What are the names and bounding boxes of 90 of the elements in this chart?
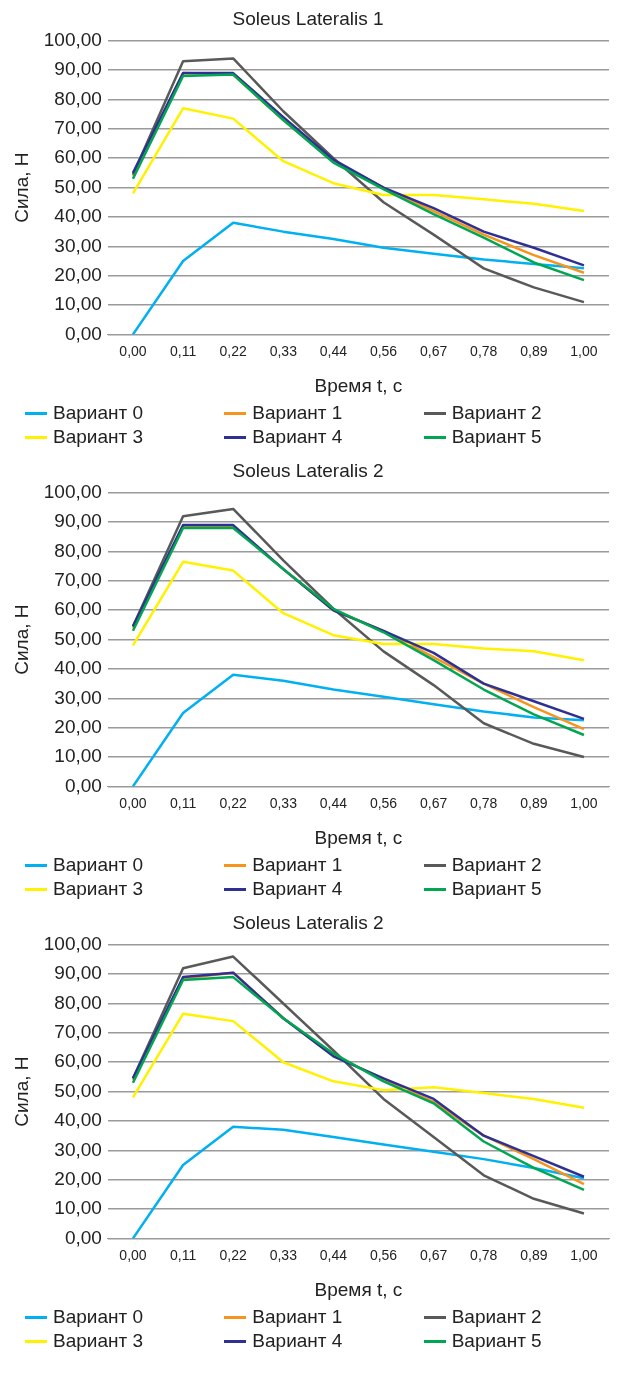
y-tick-label: 0,00 [64, 322, 102, 344]
y-tick-label: 0,00 [64, 774, 102, 796]
y-tick-label: 70,00 [54, 569, 102, 591]
legend-label: Вариант 3 [53, 1330, 144, 1352]
y-tick-label: 0,00 [64, 1226, 102, 1248]
chart-title: Soleus Lateralis 2 [232, 911, 384, 933]
legend-label: Вариант 1 [252, 402, 343, 424]
x-tick-label: 0,89 [520, 342, 548, 359]
x-tick-label: 0,00 [119, 794, 147, 811]
y-axis-title: Сила, Н [10, 604, 32, 675]
y-tick-label: 70,00 [54, 1021, 102, 1043]
x-tick-label: 0,22 [219, 342, 248, 359]
x-tick-label: 0,78 [470, 794, 498, 811]
y-tick-label: 50,00 [54, 175, 102, 197]
x-tick-label: 0,78 [470, 1246, 498, 1263]
y-tick-label: 40,00 [54, 1109, 102, 1131]
x-tick-label: 0,44 [319, 794, 348, 811]
x-tick-label: 0,67 [419, 342, 448, 359]
y-tick-label: 20,00 [54, 715, 102, 737]
y-tick-label: 30,00 [54, 1138, 102, 1160]
y-tick-label: 60,00 [54, 598, 102, 620]
y-axis-title: Сила, Н [10, 1056, 32, 1127]
y-tick-label: 30,00 [54, 686, 102, 708]
x-tick-label: 0,89 [520, 794, 548, 811]
y-axis-title: Сила, Н [10, 152, 32, 223]
x-tick-label: 0,78 [470, 342, 498, 359]
y-tick-label: 20,00 [54, 263, 102, 285]
x-tick-label: 0,11 [169, 1246, 197, 1263]
legend-label: Вариант 0 [53, 402, 144, 424]
x-tick-label: 0,33 [269, 342, 298, 359]
y-tick-label: 80,00 [54, 539, 102, 561]
legend-label: Вариант 0 [53, 1306, 144, 1328]
y-tick-label: 90,00 [54, 962, 102, 984]
y-tick-label: 30,00 [54, 234, 102, 256]
legend-label: Вариант 5 [451, 426, 542, 448]
legend-label: Вариант 3 [53, 426, 144, 448]
y-tick-label: 50,00 [54, 1079, 102, 1101]
x-tick-label: 0,67 [419, 1246, 448, 1263]
x-tick-label: 0,56 [369, 794, 398, 811]
legend-label: Вариант 2 [451, 854, 542, 876]
legend-label: Вариант 2 [451, 1306, 542, 1328]
x-tick-label: 0,56 [369, 342, 398, 359]
legend-label: Вариант 4 [252, 426, 343, 448]
y-tick-label: 70,00 [54, 117, 102, 139]
y-tick-label: 100,00 [43, 933, 102, 955]
legend-label: Вариант 5 [451, 1330, 542, 1352]
y-tick-label: 60,00 [54, 1050, 102, 1072]
legend-label: Вариант 1 [252, 854, 343, 876]
x-axis-title: Время t, с [314, 826, 403, 848]
y-tick-label: 80,00 [54, 991, 102, 1013]
y-tick-label: 50,00 [54, 627, 102, 649]
x-tick-label: 1,00 [570, 1246, 598, 1263]
y-tick-label: 20,00 [54, 1167, 102, 1189]
y-tick-label: 40,00 [54, 205, 102, 227]
y-tick-label: 90,00 [54, 58, 102, 80]
x-axis-title: Время t, с [314, 1278, 403, 1300]
chart-title: Soleus Lateralis 2 [232, 459, 384, 481]
x-tick-label: 0,56 [369, 1246, 398, 1263]
y-tick-label: 40,00 [54, 657, 102, 679]
legend-label: Вариант 0 [53, 854, 144, 876]
x-tick-label: 0,33 [269, 794, 298, 811]
y-tick-label: 60,00 [54, 146, 102, 168]
x-tick-label: 1,00 [570, 794, 598, 811]
y-tick-label: 100,00 [43, 29, 102, 51]
x-tick-label: 0,44 [319, 342, 348, 359]
x-tick-label: 0,33 [269, 1246, 298, 1263]
y-tick-label: 80,00 [54, 87, 102, 109]
x-tick-label: 0,11 [169, 342, 197, 359]
y-tick-label: 10,00 [54, 293, 102, 315]
x-tick-label: 0,22 [219, 1246, 248, 1263]
legend-label: Вариант 1 [252, 1306, 343, 1328]
legend-label: Вариант 2 [451, 402, 542, 424]
x-tick-label: 0,11 [169, 794, 197, 811]
x-tick-label: 1,00 [570, 342, 598, 359]
legend-label: Вариант 4 [252, 1330, 343, 1352]
chart-title: Soleus Lateralis 1 [232, 7, 384, 29]
x-tick-label: 0,00 [119, 342, 147, 359]
y-tick-label: 10,00 [54, 745, 102, 767]
x-tick-label: 0,44 [319, 1246, 348, 1263]
x-axis-title: Время t, с [314, 374, 403, 396]
y-tick-label: 10,00 [54, 1197, 102, 1219]
y-tick-label: 100,00 [43, 481, 102, 503]
legend-label: Вариант 3 [53, 878, 144, 900]
x-tick-label: 0,67 [419, 794, 448, 811]
y-tick-label: 90,00 [54, 510, 102, 532]
x-tick-label: 0,89 [520, 1246, 548, 1263]
legend-label: Вариант 4 [252, 878, 343, 900]
x-tick-label: 0,22 [219, 794, 248, 811]
legend-label: Вариант 5 [451, 878, 542, 900]
x-tick-label: 0,00 [119, 1246, 147, 1263]
